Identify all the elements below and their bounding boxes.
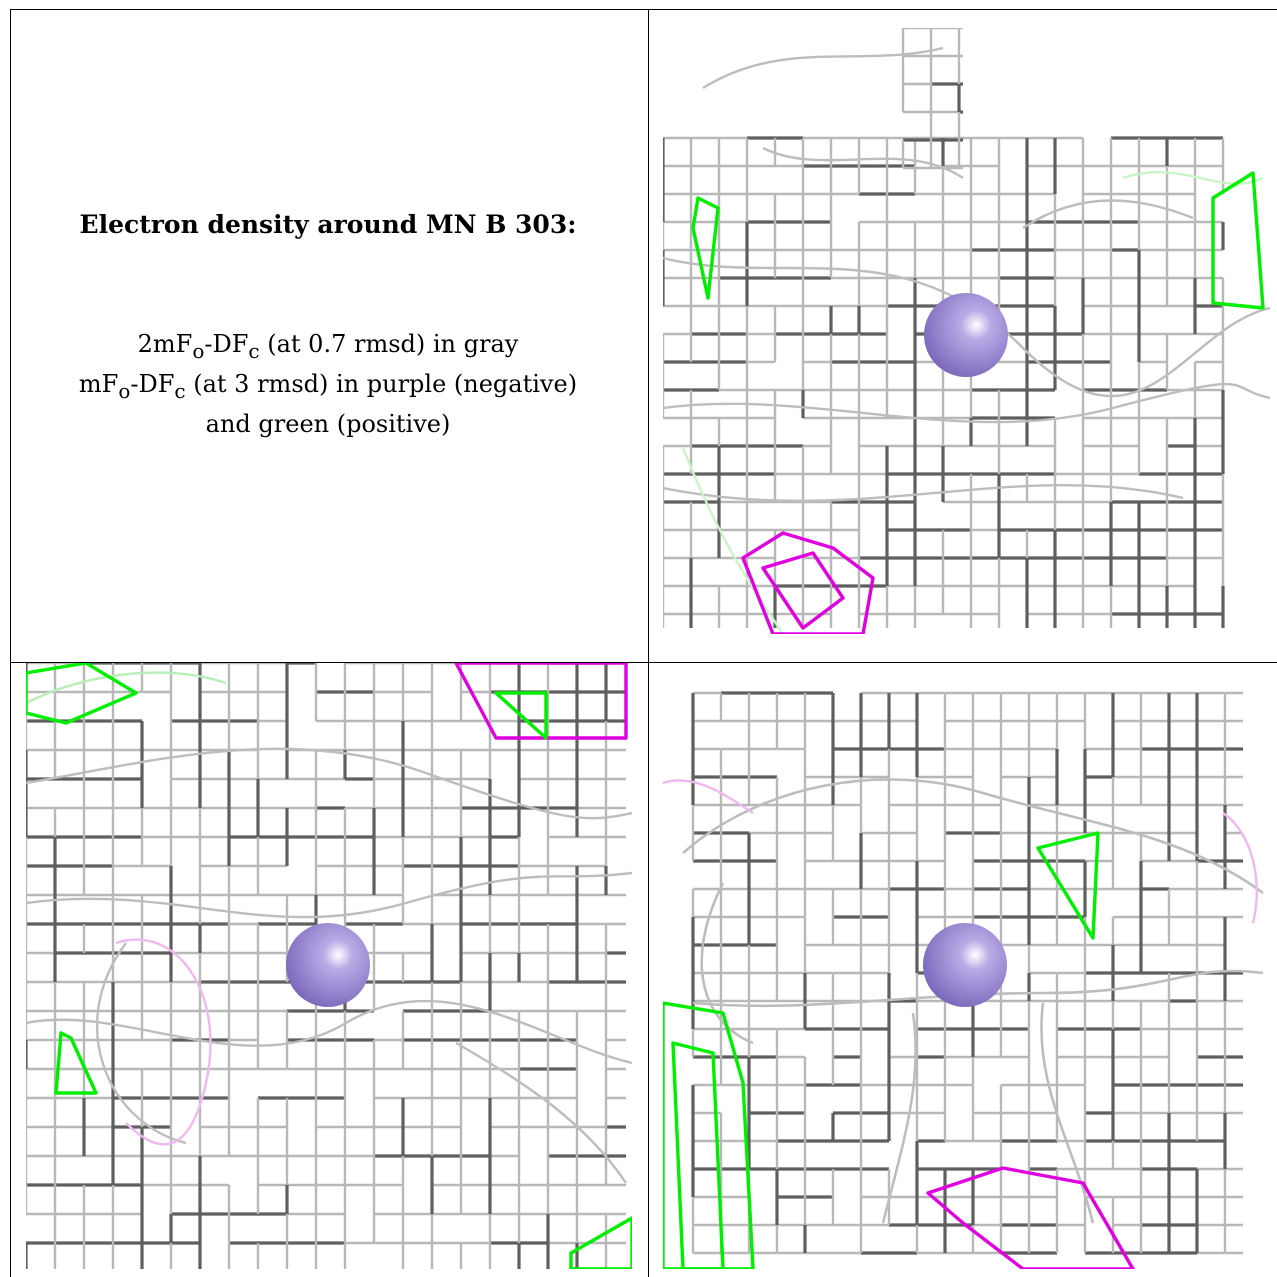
manganese-atom <box>924 293 1008 377</box>
density-panel-bottom-left <box>26 663 632 1269</box>
density-contour <box>702 46 944 90</box>
faint-contour <box>115 938 212 1146</box>
density-contour <box>663 256 1270 398</box>
negative-difference-cage <box>926 1166 1135 1269</box>
positive-difference-cage <box>1036 831 1100 940</box>
manganese-atom <box>286 923 370 1007</box>
negative-difference-cage <box>454 663 628 740</box>
density-contour <box>692 969 1264 1008</box>
faint-contour <box>663 779 754 814</box>
frame-top <box>10 9 1277 10</box>
density-contour <box>26 999 632 1065</box>
faint-contour <box>1122 171 1264 185</box>
density-contour <box>1040 1002 1095 1224</box>
gray-density-grid <box>901 28 963 170</box>
positive-difference-cage <box>569 1216 632 1269</box>
positive-difference-cage <box>54 1031 98 1095</box>
density-mesh-bottom-left <box>26 663 632 1269</box>
positive-difference-cage <box>494 691 548 740</box>
density-contour <box>663 382 1270 424</box>
manganese-atom <box>923 923 1007 1007</box>
density-contour <box>762 146 964 179</box>
density-panel-top-right <box>663 28 1270 634</box>
caption-legend: 2mFo-DFc (at 0.7 rmsd) in gray mFo-DFc (… <box>10 328 646 441</box>
positive-difference-cage <box>691 196 720 300</box>
divider-vertical <box>648 9 649 1277</box>
density-contour <box>663 483 1184 503</box>
frame-left <box>10 9 11 1277</box>
positive-difference-cage <box>671 1041 725 1269</box>
density-contour <box>26 871 632 919</box>
density-contour <box>682 778 1264 895</box>
density-mesh-top-right <box>663 28 1270 634</box>
density-contour <box>881 1012 917 1224</box>
faint-contour <box>26 671 227 705</box>
density-contour <box>700 882 754 1045</box>
legend-line-difference: mFo-DFc (at 3 rmsd) in purple (negative) <box>78 369 578 403</box>
negative-difference-cage <box>741 531 875 634</box>
positive-difference-cage <box>663 1001 755 1269</box>
divider-horizontal <box>10 662 1277 663</box>
legend-line-positive: and green (positive) <box>205 409 451 438</box>
caption-cell: Electron density around MN B 303: 2mFo-D… <box>10 10 646 660</box>
faint-contour <box>1222 812 1258 924</box>
density-contour <box>1022 199 1194 229</box>
density-panel-bottom-right <box>663 663 1270 1269</box>
density-contour <box>455 1041 627 1184</box>
legend-line-gray: 2mFo-DFc (at 0.7 rmsd) in gray <box>137 330 519 363</box>
negative-difference-cage <box>761 551 845 630</box>
positive-difference-cage <box>26 663 138 725</box>
density-contour <box>26 747 632 820</box>
density-contour <box>95 942 187 1145</box>
faint-contour <box>681 447 785 634</box>
caption-title: Electron density around MN B 303: <box>79 210 577 239</box>
positive-difference-cage <box>1211 171 1265 310</box>
density-mesh-bottom-right <box>663 691 1264 1269</box>
